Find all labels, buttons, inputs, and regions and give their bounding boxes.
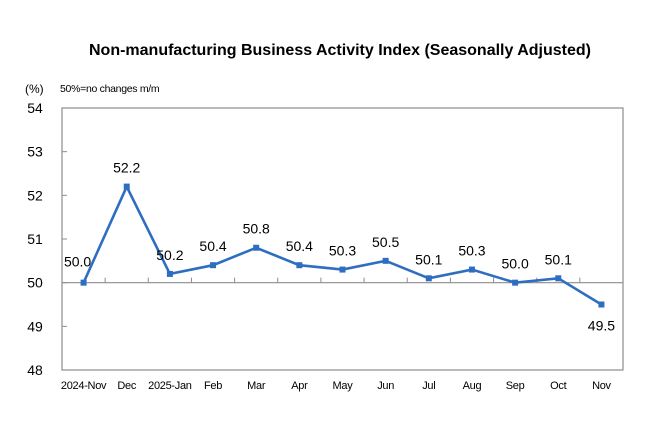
x-tick-label: Dec <box>117 380 136 392</box>
data-point-marker <box>512 279 519 286</box>
data-label: 50.2 <box>156 247 183 263</box>
data-point-marker <box>468 266 475 273</box>
data-label: 50.1 <box>545 251 572 267</box>
x-tick-label: Sep <box>506 380 525 392</box>
y-tick-label: 48 <box>27 362 43 378</box>
data-point-marker <box>210 262 217 269</box>
x-tick-label: May <box>333 380 354 392</box>
axes: 48 49 50 51 52 53 54 2024-Nov Dec 2025-Jan Feb Mar A… <box>27 100 624 392</box>
data-label: 50.4 <box>199 238 226 254</box>
y-tick-label: 52 <box>27 187 43 203</box>
data-point-marker <box>123 183 130 190</box>
y-tick-label: 54 <box>27 100 43 116</box>
data-label: 50.0 <box>501 256 528 272</box>
x-tick-label: 2025-Jan <box>148 380 192 392</box>
x-tick-label: 2024-Nov <box>61 380 107 392</box>
data-label: 50.0 <box>64 254 91 270</box>
chart-title: Non-manufacturing Business Activity Inde… <box>88 42 591 59</box>
chart-note: 50%=no changes m/m <box>60 83 160 95</box>
data-point-marker <box>166 270 173 277</box>
x-tick-label: Mar <box>247 380 266 392</box>
x-tick-label: Oct <box>550 380 566 392</box>
data-point-marker <box>598 301 605 308</box>
data-label: 52.2 <box>113 160 140 176</box>
data-label: 50.8 <box>243 221 270 237</box>
data-point-marker <box>382 257 389 264</box>
x-tick-label: Feb <box>204 380 222 392</box>
data-point-marker <box>425 275 432 282</box>
data-point-marker <box>253 244 260 251</box>
data-labels: 50.0 52.2 50.2 50.4 50.8 50.4 50.3 50.5 50.1 50.3… <box>64 160 615 334</box>
x-tick-label: Jul <box>422 380 435 392</box>
y-unit-label: (%) <box>25 82 44 96</box>
data-point-marker <box>555 275 562 282</box>
plot-area-frame <box>61 107 624 371</box>
data-label: 50.4 <box>286 238 313 254</box>
data-label: 50.3 <box>329 243 356 259</box>
data-label: 50.1 <box>415 251 442 267</box>
x-tick-label: Jun <box>377 380 394 392</box>
y-tick-label: 53 <box>27 144 43 160</box>
data-point-marker <box>339 266 346 273</box>
data-point-marker <box>296 262 303 269</box>
data-label: 50.5 <box>372 234 399 250</box>
y-tick-label: 51 <box>27 231 43 247</box>
y-tick-label: 49 <box>27 318 43 334</box>
x-tick-label: Nov <box>592 380 611 392</box>
data-label: 49.5 <box>588 318 615 334</box>
series-layer <box>80 183 605 308</box>
y-tick-label: 50 <box>27 275 43 291</box>
data-point-marker <box>80 279 87 286</box>
x-tick-label: Aug <box>463 380 482 392</box>
data-label: 50.3 <box>458 243 485 259</box>
x-tick-label: Apr <box>291 380 308 392</box>
